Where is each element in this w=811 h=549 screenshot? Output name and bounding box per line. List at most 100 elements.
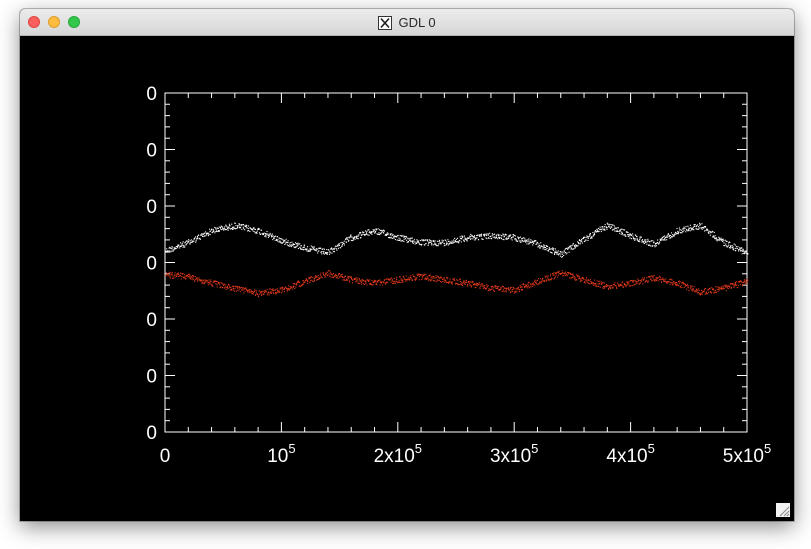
data-point (462, 283, 464, 285)
data-point (199, 237, 201, 239)
data-point (551, 248, 553, 250)
data-point (464, 238, 466, 240)
data-point (439, 277, 441, 279)
data-point (427, 279, 429, 281)
data-point (174, 276, 176, 278)
data-point (335, 273, 337, 275)
data-point (532, 244, 534, 246)
data-point (462, 236, 464, 238)
data-point (516, 291, 518, 293)
data-point (602, 227, 604, 229)
data-point (524, 240, 526, 242)
data-point (539, 245, 541, 247)
data-point (215, 283, 217, 285)
data-point (224, 287, 226, 289)
data-point (372, 284, 374, 286)
resize-grip[interactable] (776, 503, 790, 517)
data-point (507, 236, 509, 238)
data-point (521, 239, 524, 241)
data-point (366, 284, 368, 286)
data-point (681, 282, 683, 284)
data-point (631, 279, 633, 282)
data-point (554, 248, 557, 250)
data-point (212, 228, 214, 231)
data-point (329, 271, 331, 273)
data-point (526, 243, 528, 245)
data-point (505, 291, 507, 293)
data-point (384, 282, 386, 284)
data-point (676, 227, 678, 230)
data-point (528, 287, 530, 289)
data-point (381, 229, 383, 232)
data-point (634, 283, 636, 285)
data-point (505, 238, 507, 240)
data-point (487, 285, 489, 287)
data-point (402, 235, 404, 237)
data-point (634, 239, 636, 241)
data-point (647, 280, 649, 282)
data-point (294, 243, 296, 246)
data-point (518, 289, 520, 291)
data-point (188, 239, 190, 241)
data-point (432, 240, 434, 242)
data-point (620, 228, 622, 230)
data-point (525, 286, 527, 288)
data-point (546, 247, 548, 250)
data-point (606, 222, 608, 224)
data-point (545, 277, 547, 279)
data-point (551, 277, 553, 279)
data-point (674, 284, 677, 286)
data-point (310, 276, 312, 278)
data-point (253, 291, 255, 293)
data-point (612, 286, 614, 288)
data-point (385, 233, 388, 235)
data-point (235, 228, 237, 230)
data-point (184, 242, 186, 244)
data-point (341, 244, 344, 246)
data-point (632, 281, 634, 283)
data-point (547, 275, 549, 277)
data-point (250, 290, 253, 292)
data-point (262, 233, 264, 235)
data-point (391, 234, 393, 236)
data-point (355, 280, 357, 282)
data-point (687, 285, 689, 287)
data-point (186, 242, 188, 244)
data-point (170, 248, 172, 250)
data-point (268, 234, 271, 236)
data-point (180, 278, 182, 280)
minimize-button[interactable] (48, 16, 60, 28)
title-bar[interactable]: GDL 0 (20, 9, 794, 36)
data-point (602, 281, 604, 284)
data-point (612, 287, 614, 289)
data-point (646, 241, 648, 243)
data-point (361, 281, 363, 283)
data-point (449, 280, 451, 282)
data-point (213, 280, 215, 282)
data-point (336, 245, 338, 247)
data-point (671, 236, 674, 238)
data-point (659, 239, 662, 241)
data-point (299, 281, 301, 284)
data-point (446, 243, 448, 245)
data-point (379, 279, 381, 281)
data-point (287, 242, 289, 244)
data-point (285, 287, 287, 289)
data-point (191, 279, 193, 281)
maximize-button[interactable] (68, 16, 80, 28)
data-point (285, 238, 287, 240)
close-button[interactable] (28, 16, 40, 28)
data-point (363, 231, 365, 233)
data-point (474, 238, 476, 240)
data-point (674, 282, 676, 284)
data-point (305, 279, 308, 281)
data-point (508, 236, 510, 238)
data-point (742, 248, 744, 250)
data-point (603, 229, 605, 231)
data-point (460, 238, 462, 240)
data-point (447, 239, 449, 241)
data-point (626, 281, 628, 283)
data-point (706, 228, 708, 230)
data-point (465, 279, 467, 281)
data-point (623, 282, 625, 285)
